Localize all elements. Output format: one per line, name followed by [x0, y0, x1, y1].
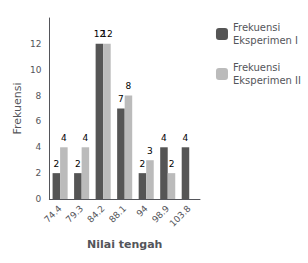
svg-text:2: 2: [169, 159, 175, 169]
svg-text:7: 7: [118, 94, 124, 104]
svg-text:79.3: 79.3: [64, 203, 85, 224]
svg-text:Frekuensi: Frekuensi: [233, 22, 280, 33]
svg-text:4: 4: [61, 133, 67, 143]
svg-text:2: 2: [75, 159, 81, 169]
svg-text:88.1: 88.1: [107, 203, 128, 224]
svg-text:12: 12: [101, 29, 112, 39]
svg-text:2: 2: [140, 159, 146, 169]
svg-text:4: 4: [183, 133, 189, 143]
svg-text:2: 2: [53, 159, 59, 169]
svg-text:Eksperimen II: Eksperimen II: [233, 75, 301, 86]
svg-text:12: 12: [93, 29, 106, 40]
svg-text:Nilai tengah: Nilai tengah: [87, 238, 162, 251]
svg-text:4: 4: [161, 133, 167, 143]
svg-text:94: 94: [135, 203, 150, 218]
svg-text:74.4: 74.4: [42, 203, 63, 224]
svg-text:84.2: 84.2: [85, 203, 106, 224]
svg-text:4: 4: [83, 133, 89, 143]
svg-text:8: 8: [126, 81, 132, 91]
svg-text:12: 12: [30, 39, 41, 49]
svg-text:3: 3: [147, 146, 153, 156]
svg-text:98.9: 98.9: [150, 203, 172, 225]
svg-text:Frekuensi: Frekuensi: [11, 82, 24, 134]
svg-text:4: 4: [36, 142, 42, 152]
svg-text:6: 6: [36, 116, 42, 126]
svg-text:2: 2: [36, 168, 42, 178]
svg-text:103.8: 103.8: [168, 203, 193, 228]
svg-text:Frekuensi: Frekuensi: [233, 62, 280, 73]
svg-text:10: 10: [30, 65, 42, 75]
svg-text:0: 0: [36, 194, 42, 204]
svg-text:Eksperimen I: Eksperimen I: [233, 35, 298, 46]
svg-text:8: 8: [36, 91, 42, 101]
